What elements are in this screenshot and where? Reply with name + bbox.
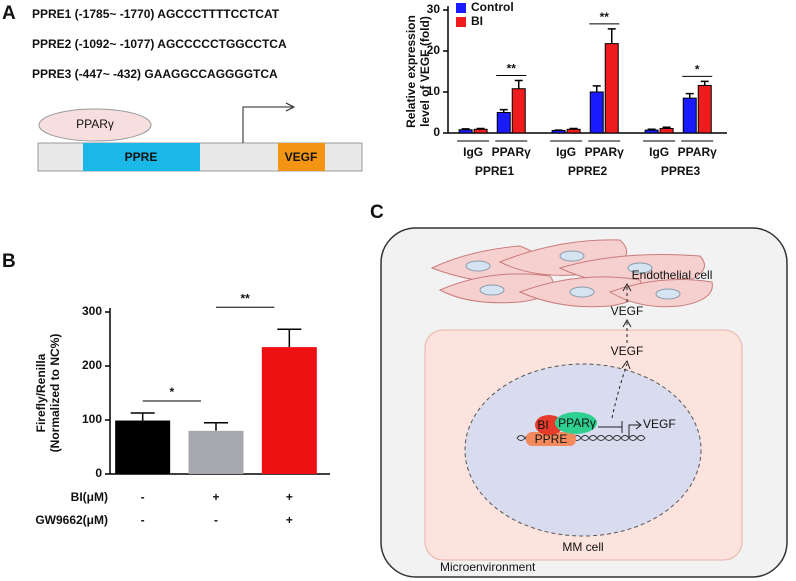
environment-label: Microenvironment bbox=[440, 560, 536, 574]
arrow-head bbox=[622, 282, 632, 328]
ppre-site bbox=[526, 432, 576, 446]
x-tick-label: IgG bbox=[556, 145, 576, 159]
y-tick-label: 200 bbox=[82, 358, 102, 372]
ppar-shape bbox=[555, 412, 597, 434]
ppre-box bbox=[83, 143, 200, 171]
sequence: PPRE2 (-1092~ -1077) AGCCCCCTGGCCTCA bbox=[32, 37, 287, 51]
condition-name: GW9662(μM) bbox=[35, 513, 108, 527]
error-bar bbox=[607, 28, 616, 44]
error-bar bbox=[700, 80, 709, 86]
y-tick-label: 100 bbox=[82, 412, 102, 426]
error-bar bbox=[569, 127, 578, 130]
comparison: * bbox=[169, 385, 174, 399]
nuclei bbox=[465, 250, 681, 300]
x-tick-label: IgG bbox=[649, 145, 669, 159]
error-bar bbox=[647, 128, 656, 131]
panel-label: A bbox=[2, 3, 16, 24]
error-bar bbox=[514, 79, 523, 89]
y-tick-label: 0 bbox=[95, 466, 102, 480]
error-bar bbox=[592, 85, 601, 92]
y-tick-label: 10 bbox=[427, 84, 441, 98]
significance: ** bbox=[600, 10, 610, 24]
panel-label: B bbox=[2, 251, 16, 272]
legend-swatch bbox=[456, 3, 466, 13]
bar bbox=[458, 129, 473, 134]
protein-shape bbox=[38, 108, 152, 142]
bar bbox=[589, 91, 604, 134]
tss-arrow bbox=[242, 106, 292, 143]
bar bbox=[188, 430, 244, 474]
bar bbox=[659, 127, 674, 134]
y-axis-label: level of VEGF (fold) bbox=[418, 16, 432, 127]
group-label: PPRE1 bbox=[475, 164, 515, 178]
group-label: PPRE3 bbox=[661, 164, 701, 178]
error-bar bbox=[130, 412, 155, 421]
sequence: PPRE1 (-1785~ -1770) AGCCCTTTTCCTCAT bbox=[32, 7, 280, 21]
significance: * bbox=[695, 63, 700, 77]
x-tick-label: IgG bbox=[463, 145, 483, 159]
condition-value: - bbox=[214, 513, 218, 527]
y-axis-label: Firefly/Renilla bbox=[34, 353, 48, 432]
ppar-label: PPARγ bbox=[558, 416, 596, 430]
mm-label: MM cell bbox=[562, 540, 603, 554]
bar bbox=[115, 420, 171, 474]
condition-value: + bbox=[212, 490, 219, 504]
endothelial-label: Endothelial cell bbox=[632, 268, 713, 282]
x-tick-label: PPARγ bbox=[585, 145, 624, 159]
y-tick-label: 30 bbox=[427, 2, 441, 16]
x-tick-label: PPARγ bbox=[678, 145, 717, 159]
bar bbox=[551, 130, 566, 134]
gene-label: VEGF bbox=[285, 150, 318, 164]
error-bar bbox=[277, 328, 302, 348]
legend-swatch bbox=[456, 17, 466, 27]
error-bar bbox=[476, 127, 485, 130]
arrow-head bbox=[621, 359, 631, 370]
gene-label: VEGF bbox=[643, 417, 676, 431]
vegf-label: VEGF bbox=[611, 344, 644, 358]
error-bar bbox=[685, 92, 694, 99]
condition-value: - bbox=[141, 490, 145, 504]
y-tick-label: 300 bbox=[82, 304, 102, 318]
group-label: PPRE2 bbox=[568, 164, 608, 178]
y-axis-label: (Normalized to NC%) bbox=[48, 334, 62, 453]
bar bbox=[496, 112, 511, 134]
bar bbox=[566, 128, 581, 134]
bar bbox=[697, 84, 712, 134]
error-bar bbox=[461, 128, 470, 130]
comparison: ** bbox=[240, 291, 250, 305]
y-tick-label: 0 bbox=[433, 125, 440, 139]
legend-label: Control bbox=[471, 0, 514, 14]
inhibit bbox=[598, 421, 623, 433]
bar bbox=[511, 88, 526, 134]
nucleus bbox=[464, 363, 702, 537]
bar bbox=[473, 128, 488, 134]
bi-label: BI bbox=[537, 418, 548, 432]
x-tick-label: PPARγ bbox=[492, 145, 531, 159]
sequence: PPRE3 (-447~ -432) GAAGGCCAGGGGTCA bbox=[32, 67, 278, 81]
ppre-label: PPRE bbox=[535, 432, 568, 446]
panel-label: C bbox=[370, 202, 384, 223]
protein-label: PPARγ bbox=[76, 117, 114, 131]
bar bbox=[604, 43, 619, 134]
vegf-label: VEGF bbox=[611, 304, 644, 318]
y-tick-label: 20 bbox=[427, 43, 441, 57]
gene-box bbox=[278, 143, 325, 171]
arrow-head bbox=[285, 102, 296, 112]
bar bbox=[682, 97, 697, 134]
ppre-label: PPRE bbox=[125, 150, 158, 164]
promoter-arrow bbox=[628, 420, 642, 438]
error-bar bbox=[499, 108, 508, 113]
error-bar bbox=[204, 421, 228, 431]
condition-name: BI(μM) bbox=[71, 490, 108, 504]
bar bbox=[261, 347, 317, 474]
condition-value: + bbox=[286, 513, 293, 527]
significance: ** bbox=[507, 62, 517, 76]
legend-label: BI bbox=[471, 14, 483, 28]
bar bbox=[644, 129, 659, 134]
error-bar bbox=[662, 126, 671, 129]
condition-value: - bbox=[141, 513, 145, 527]
y-axis-label: Relative expression bbox=[404, 15, 418, 128]
condition-value: + bbox=[286, 490, 293, 504]
